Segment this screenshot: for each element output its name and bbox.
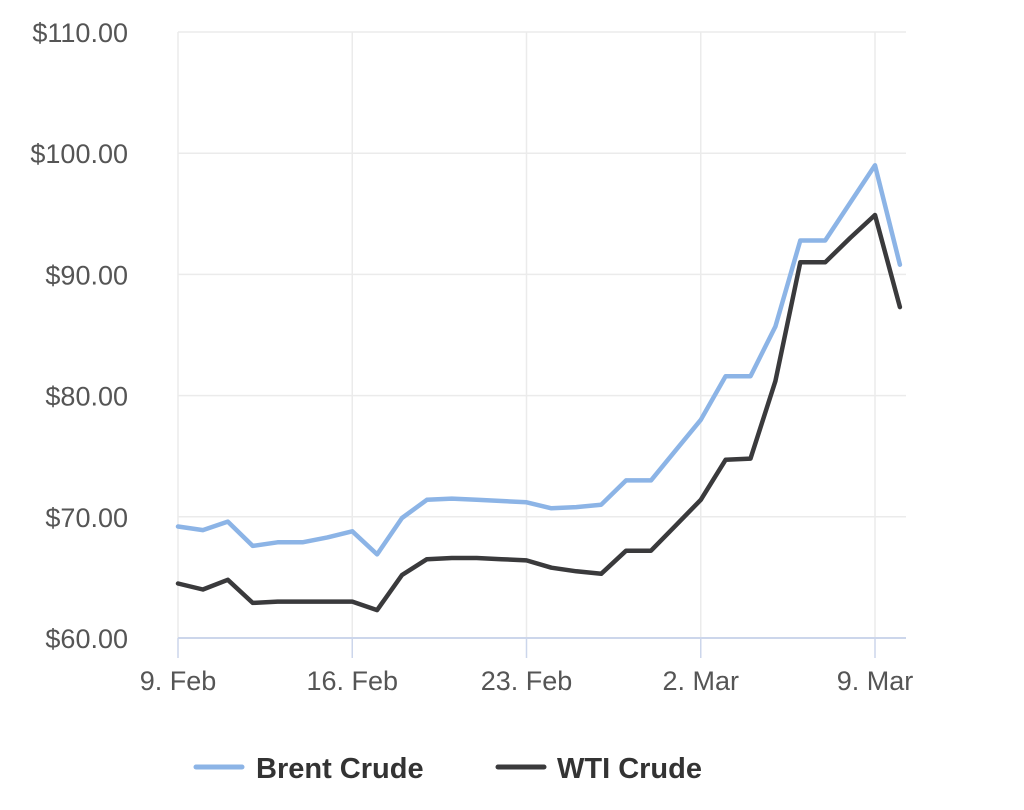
legend-label-brent-crude: Brent Crude <box>256 753 424 785</box>
x-tick-label: 2. Mar <box>662 666 739 696</box>
x-tick-label: 9. Feb <box>140 666 217 696</box>
series-line-wti-crude <box>175 212 903 613</box>
x-tick-label: 9. Mar <box>837 666 914 696</box>
y-tick-label: $110.00 <box>32 18 128 48</box>
y-tick-label: $60.00 <box>45 624 128 654</box>
x-axis: 9. Feb 16. Feb 23. Feb 2. Mar 9. Mar <box>140 637 914 696</box>
y-tick-label: $70.00 <box>45 503 128 533</box>
y-tick-label: $100.00 <box>30 139 128 169</box>
legend: Brent Crude WTI Crude <box>193 753 702 785</box>
legend-label-wti-crude: WTI Crude <box>557 753 702 785</box>
y-tick-label: $90.00 <box>45 260 128 290</box>
series-line-brent-crude <box>175 163 903 557</box>
y-axis: $60.00 $70.00 $80.00 $90.00 $100.00 $110.00 <box>30 18 128 654</box>
plot-area <box>175 163 903 613</box>
x-tick-label: 23. Feb <box>481 666 573 696</box>
x-tick-label: 16. Feb <box>306 666 398 696</box>
grid <box>177 31 906 638</box>
y-tick-label: $80.00 <box>45 382 128 412</box>
